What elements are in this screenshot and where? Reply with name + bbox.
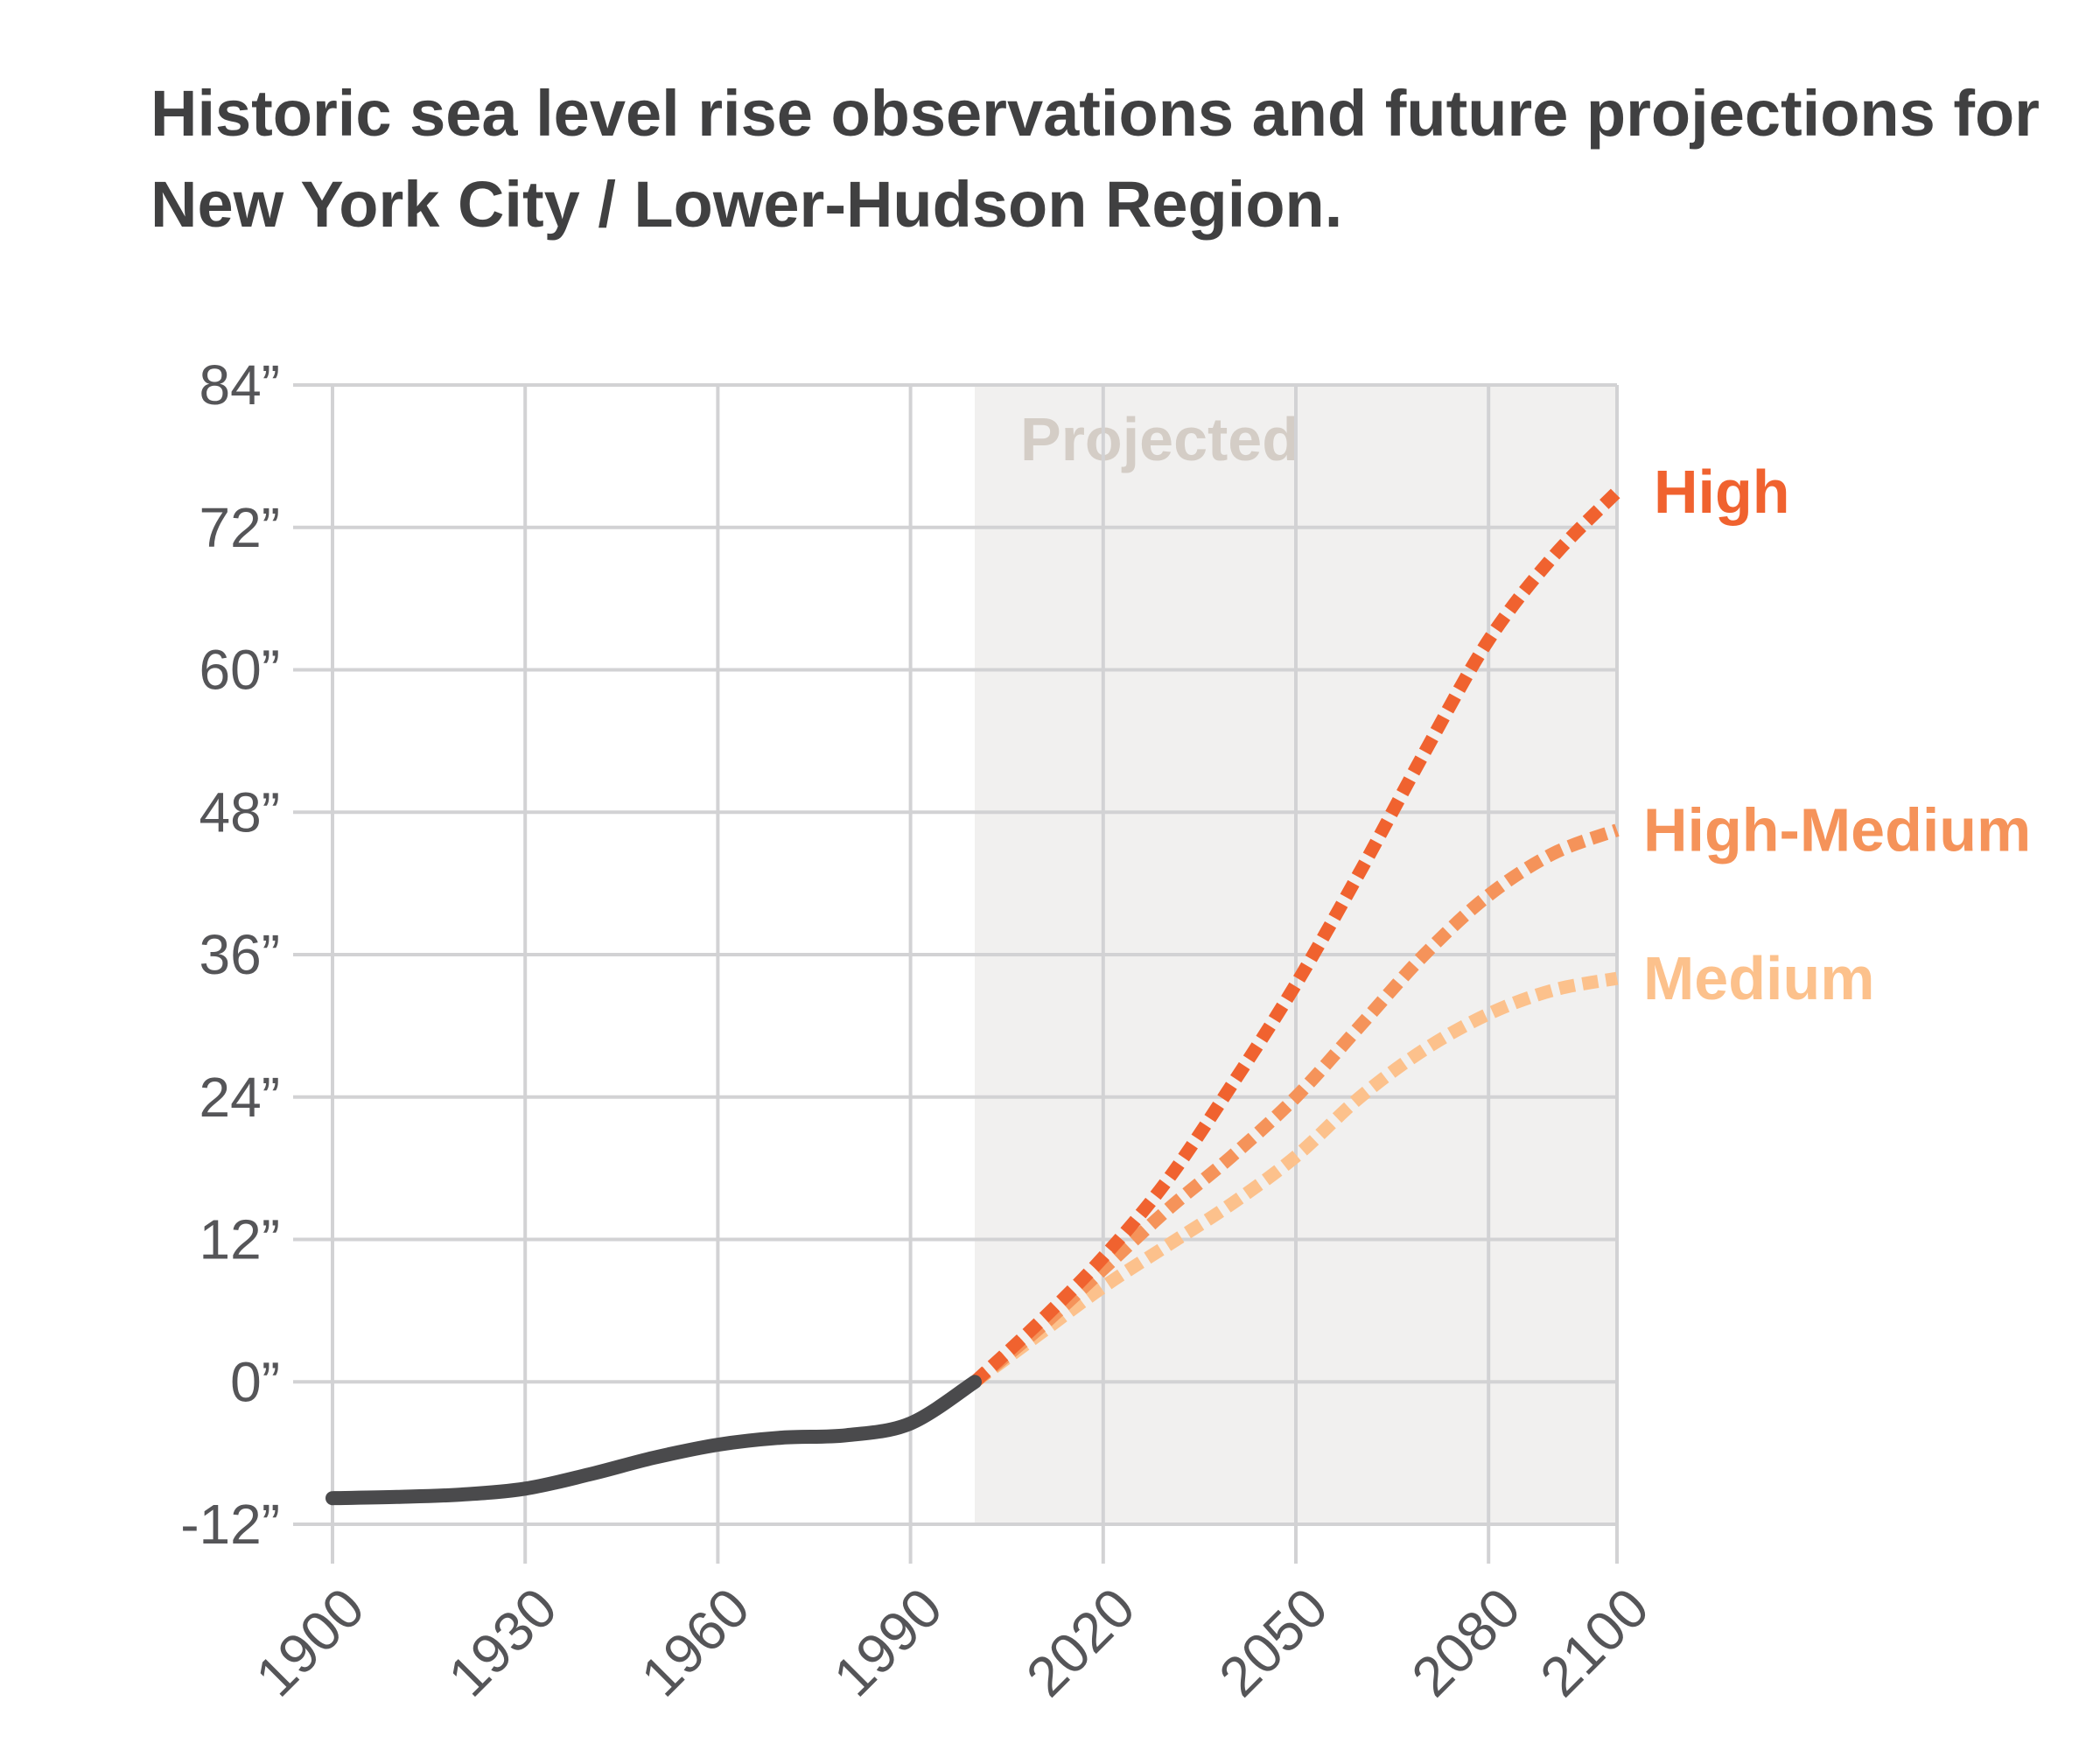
- medium-series-line: [970, 971, 1619, 1388]
- medium-series-label: Medium: [1643, 944, 1874, 1012]
- y-tick-label: 84”: [200, 354, 281, 416]
- projected-label: Projected: [1020, 405, 1299, 473]
- x-tick-label: 2100: [1528, 1576, 1661, 1709]
- x-tick-label: 2020: [1014, 1576, 1147, 1709]
- y-tick-label: 72”: [200, 496, 281, 559]
- high-series-line: [970, 486, 1622, 1387]
- observed-series-line: [326, 1375, 982, 1506]
- y-tick-label: 36”: [200, 923, 281, 986]
- y-tick-label: 12”: [200, 1208, 281, 1271]
- x-tick-label: 2050: [1207, 1576, 1340, 1709]
- y-tick-label: 24”: [200, 1066, 281, 1129]
- x-tick-label: 1900: [243, 1576, 376, 1709]
- y-tick-label: -12”: [180, 1493, 280, 1556]
- x-tick-label: 1960: [629, 1576, 762, 1709]
- y-tick-label: 60”: [200, 639, 281, 702]
- x-tick-label: 1990: [822, 1576, 955, 1709]
- x-tick-label: 2080: [1400, 1576, 1533, 1709]
- high-medium-series-label: High-Medium: [1643, 796, 2031, 864]
- y-tick-label: 48”: [200, 780, 281, 844]
- high-series-label: High: [1654, 458, 1790, 526]
- chart-title: Historic sea level rise observations and…: [150, 77, 2040, 241]
- x-tick-label: 1930: [437, 1576, 570, 1709]
- y-tick-label: 0”: [230, 1350, 280, 1413]
